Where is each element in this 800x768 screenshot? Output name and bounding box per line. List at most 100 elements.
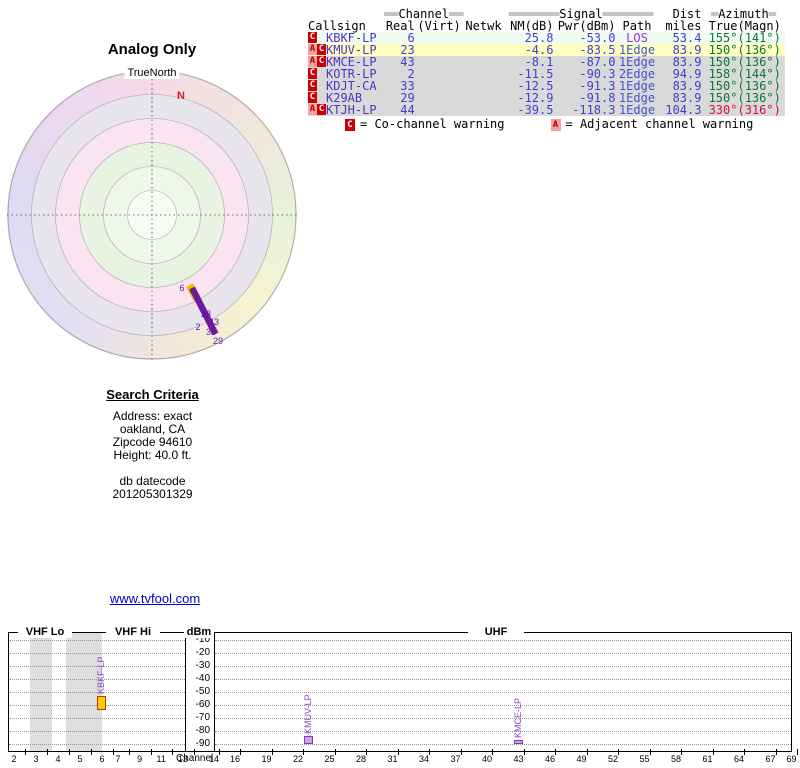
station-channel-label: 2 xyxy=(195,322,200,332)
y-axis-tick-label: -50 xyxy=(195,686,210,697)
co-channel-flag: C xyxy=(317,44,326,55)
gridline xyxy=(215,640,791,641)
signal-bar xyxy=(303,736,313,744)
real-channel-cell: 23 xyxy=(400,43,415,57)
gridline xyxy=(9,640,185,641)
y-axis-tick-label: -30 xyxy=(195,660,210,671)
x-axis-tick xyxy=(25,749,26,755)
virtual-channel-cell xyxy=(415,56,464,68)
x-axis-tick xyxy=(240,749,241,755)
gridline xyxy=(9,718,185,719)
noise-margin-cell: -39.5 xyxy=(517,103,554,117)
x-axis-channel-label: 69 xyxy=(786,754,797,764)
x-axis-channel-label: 25 xyxy=(324,754,335,764)
co-channel-flag: C xyxy=(308,80,317,91)
distance-cell: 83.9 xyxy=(672,55,702,69)
x-axis-tick xyxy=(712,749,714,755)
x-axis-channel-label: 11 xyxy=(156,754,166,764)
gridline xyxy=(215,666,791,667)
signal-bar-label: KMUV-LP xyxy=(302,694,313,734)
search-criteria-line: db datecode xyxy=(119,474,186,488)
virtual-channel-cell xyxy=(415,92,464,104)
table-row: A C KMUV-LP 23 -4.6 -83.5 1Edge 83.9 150° (136°) xyxy=(308,43,786,57)
network-cell xyxy=(463,44,503,56)
signal-group-header: ═══════Signal═══════ xyxy=(503,8,658,20)
search-criteria-line: Zipcode 94610 xyxy=(112,435,193,449)
station-channel-label: 6 xyxy=(179,283,184,293)
x-axis-channel-label: 4 xyxy=(55,754,61,764)
channel-group-label: Channel xyxy=(398,7,450,21)
x-axis-channel-label: 7 xyxy=(115,754,121,764)
station-channel-label: 23 xyxy=(201,309,211,319)
x-axis-tick xyxy=(47,749,48,755)
path-cell: 1Edge xyxy=(618,103,656,117)
x-axis-tick xyxy=(681,749,682,755)
x-axis-gap-segment xyxy=(186,751,214,752)
path-cell: 1Edge xyxy=(618,91,656,105)
adjacent-channel-flag: A xyxy=(308,56,317,67)
gridline xyxy=(215,705,791,706)
table-row: C KDJT-CA 33 -12.5 -91.3 1Edge 83.9 150° (136°) xyxy=(308,79,786,93)
co-channel-flag: C xyxy=(308,92,317,103)
x-axis-channel-label: 9 xyxy=(137,754,143,764)
x-axis-tick xyxy=(219,749,220,755)
station-table-body: C KBKF-LP 6 25.8 -53.0 LOS 53.4 155° (141°) A C KMU… xyxy=(308,31,786,117)
station-marker-line xyxy=(189,286,219,336)
co-channel-flag: C xyxy=(308,68,317,79)
group-header-decoration: ═ xyxy=(768,7,776,21)
x-axis-channel-label: 55 xyxy=(639,754,650,764)
azimuth-magnetic-cell: (136°) xyxy=(737,43,781,57)
vhf-hi-label: VHF Hi xyxy=(106,626,160,638)
warning-flags: C xyxy=(308,32,326,44)
x-axis-tick xyxy=(586,749,588,755)
power-cell: -90.3 xyxy=(579,67,616,81)
network-cell xyxy=(463,32,503,44)
real-channel-cell: 44 xyxy=(400,103,415,117)
path-cell: 1Edge xyxy=(618,79,656,93)
path-cell: 1Edge xyxy=(618,43,656,57)
x-axis-channel-label: 43 xyxy=(513,754,524,764)
gridline xyxy=(9,666,185,667)
gridline xyxy=(9,679,185,680)
adjacent-channel-flag: A xyxy=(308,104,317,115)
x-axis-channel-label: 13 xyxy=(177,754,188,764)
power-cell: -87.0 xyxy=(579,55,616,69)
table-group-header-row: ══Channel══ ═══════Signal═══════ Dist ═A… xyxy=(308,8,785,20)
gridline xyxy=(9,692,185,693)
distance-cell: 53.4 xyxy=(672,31,702,45)
adjacent-channel-legend-label: = Adjacent channel warning xyxy=(565,117,754,131)
azimuth-magnetic-cell: (144°) xyxy=(737,67,781,81)
callsign-cell: KDJT-CA xyxy=(326,79,377,93)
y-axis-tick-label: -10 xyxy=(195,634,210,645)
azimuth-true-cell: 330° xyxy=(708,103,738,117)
warning-flags: C xyxy=(308,92,326,104)
x-axis-tick xyxy=(775,749,777,755)
tvfool-link[interactable]: www.tvfool.com xyxy=(109,591,201,606)
station-table: ══Channel══ ═══════Signal═══════ Dist ═A… xyxy=(308,8,786,117)
channel-group-header: ══Channel══ xyxy=(384,8,463,20)
x-axis-channel-label: 2 xyxy=(11,754,17,764)
x-axis-tick xyxy=(618,749,619,755)
spectrum-chart: VHF Lo VHF Hi dBm UHF Channel -10 -20 -30 -… xyxy=(0,624,800,768)
x-axis-channel-label: 5 xyxy=(77,754,83,764)
signal-bar xyxy=(513,740,523,744)
x-axis-channel-label: 40 xyxy=(481,754,493,764)
callsign-cell: KBKF-LP xyxy=(326,31,377,45)
x-axis-channel-label: 52 xyxy=(607,754,619,764)
network-cell xyxy=(463,68,503,80)
y-axis-tick-label: -90 xyxy=(195,738,210,749)
group-header-decoration: ═══════ xyxy=(602,7,654,21)
power-cell: -118.3 xyxy=(572,103,616,117)
x-axis-channel-label: 58 xyxy=(670,754,682,764)
gridline xyxy=(215,653,791,654)
radar-title: Analog Only xyxy=(107,41,197,58)
x-axis-tick xyxy=(150,749,152,755)
warning-flags: C xyxy=(308,80,326,92)
real-channel-cell: 2 xyxy=(407,67,415,81)
x-axis-channel-label: 34 xyxy=(418,754,430,764)
x-axis-tick xyxy=(193,749,195,755)
x-axis-channel-label: 46 xyxy=(544,754,556,764)
